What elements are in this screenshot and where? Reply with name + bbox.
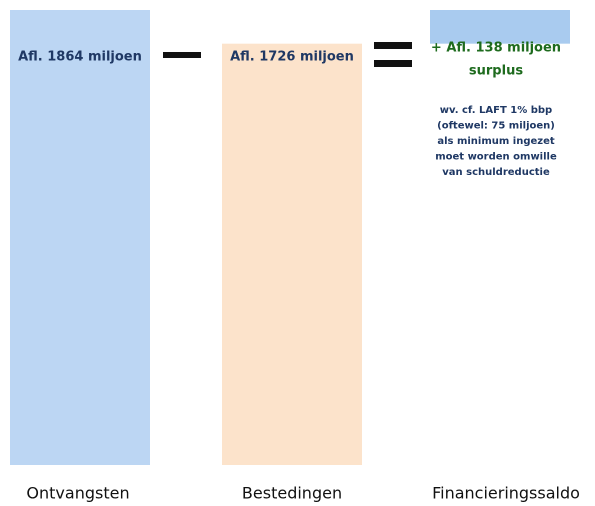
annotation: surplus: [469, 64, 523, 79]
bar: [10, 10, 150, 465]
note-line: als minimum ingezet: [437, 136, 555, 147]
note-line: van schuldreductie: [442, 167, 550, 178]
note-line: moet worden omwille: [435, 152, 557, 163]
value-label: Afl. 1726 miljoen: [230, 50, 354, 65]
category-label: Financieringssaldo: [432, 484, 580, 503]
value-label: + Afl. 138 miljoen: [431, 41, 561, 56]
note-line: (oftewel: 75 miljoen): [437, 121, 555, 132]
minus-sign: [163, 52, 201, 58]
category-label: Bestedingen: [242, 484, 342, 503]
equals-sign-top: [374, 42, 412, 49]
category-label: Ontvangsten: [26, 484, 129, 503]
equals-sign-bottom: [374, 60, 412, 67]
value-label: Afl. 1864 miljoen: [18, 50, 142, 65]
note-line: wv. cf. LAFT 1% bbp: [440, 105, 552, 116]
bar: [222, 43, 362, 466]
bar: [430, 10, 570, 44]
